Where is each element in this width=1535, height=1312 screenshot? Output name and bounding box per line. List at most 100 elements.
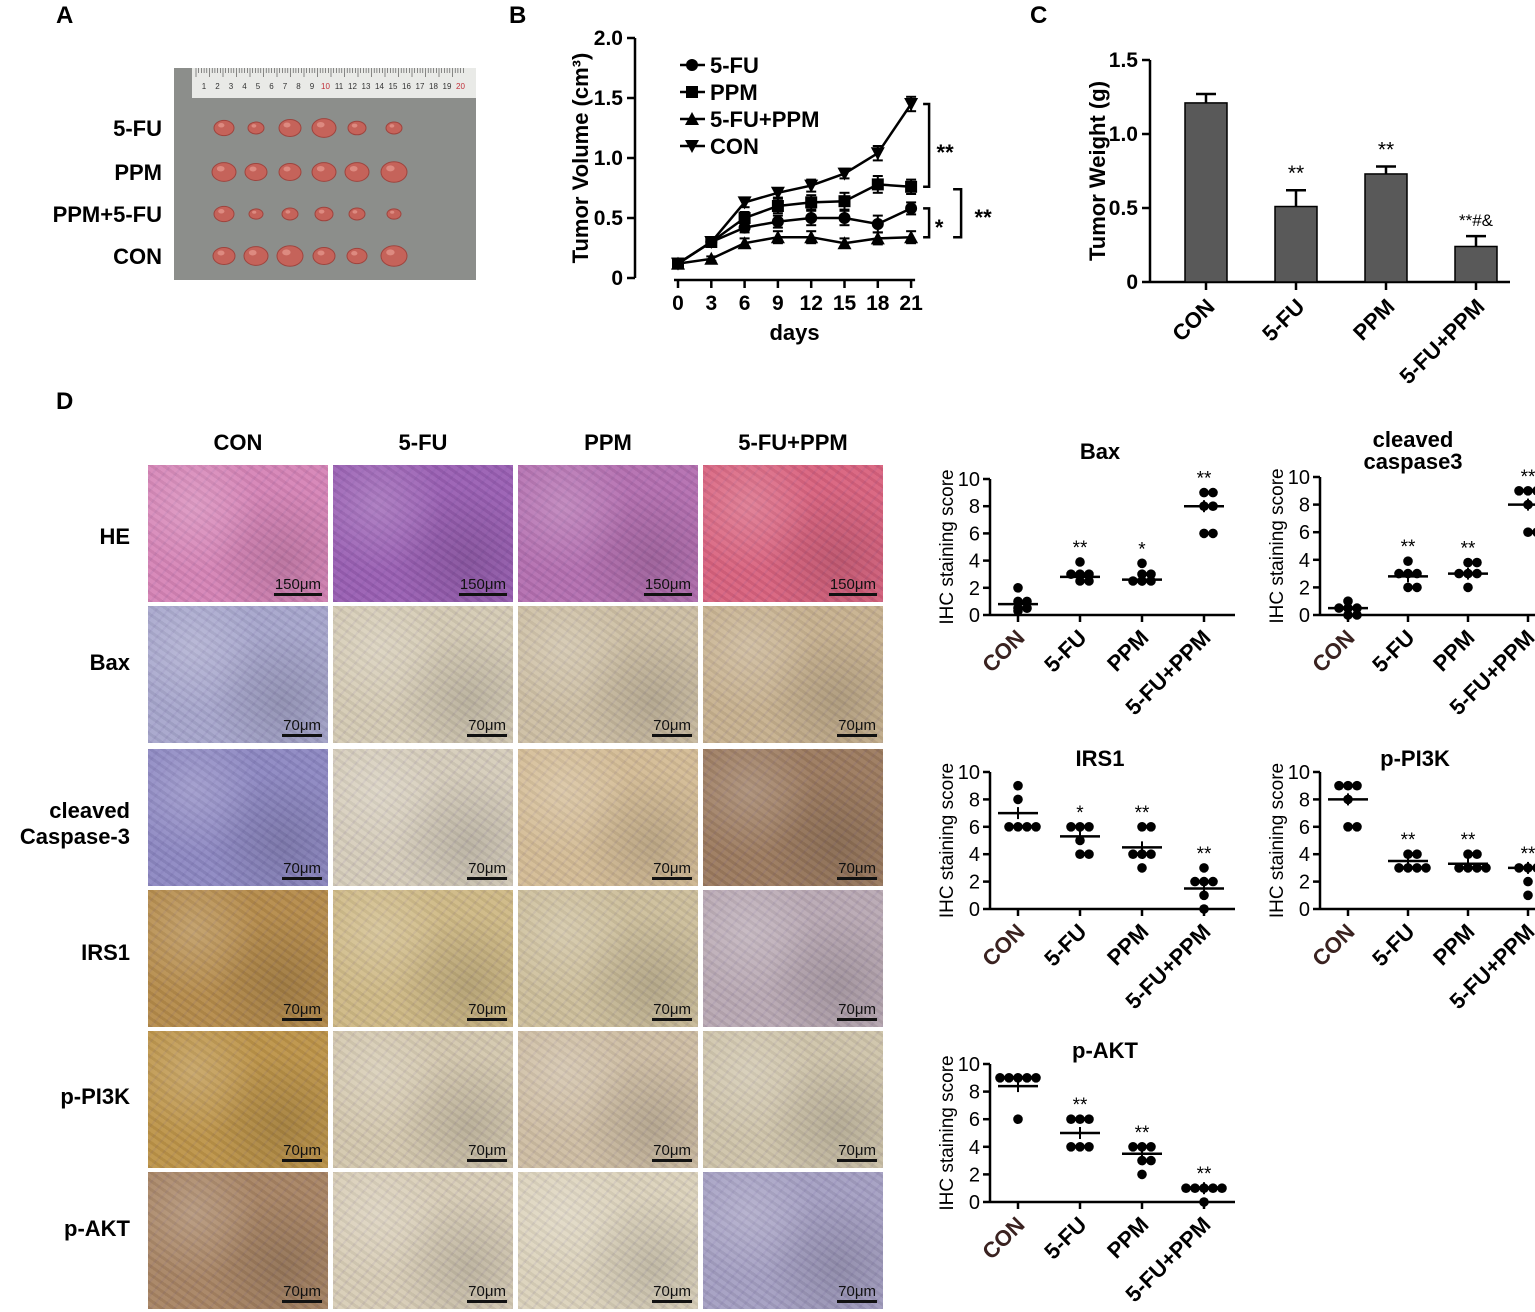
panel-a-row-label: CON	[113, 244, 162, 269]
y-tick-label: 10	[958, 1054, 980, 1076]
x-tick-label: 9	[772, 292, 784, 315]
data-point	[1514, 486, 1524, 496]
data-point	[1199, 876, 1209, 887]
tumor-highlight	[251, 124, 257, 128]
tumor-highlight	[316, 165, 325, 172]
significance-label: **	[1401, 537, 1416, 558]
tumor-specimen	[311, 118, 337, 138]
data-point	[1075, 1114, 1085, 1124]
tumor-specimen	[213, 119, 235, 137]
significance-label: **	[1401, 830, 1416, 851]
tumor-specimen	[278, 119, 302, 137]
tumor-specimen	[247, 121, 265, 135]
tumor-specimen	[213, 205, 235, 223]
chart-title: cleaved	[1373, 427, 1454, 452]
y-tick-label: 2	[1299, 872, 1310, 894]
ruler-number: 5	[256, 82, 261, 91]
data-point	[1084, 822, 1094, 832]
data-point	[1208, 876, 1218, 887]
legend-label: 5-FU	[710, 53, 759, 78]
x-tick-label: PPM	[1428, 625, 1479, 676]
tumor-specimen	[347, 120, 367, 136]
data-point	[1022, 822, 1032, 832]
ihc-row-label: IRS1	[81, 940, 130, 965]
significance-label: **	[1135, 1123, 1150, 1144]
tumor-specimen	[344, 162, 370, 182]
data-point	[1013, 1114, 1023, 1124]
x-tick-label: 5-FU	[1039, 1212, 1091, 1264]
data-point	[1394, 863, 1404, 873]
ihc-row-label-line-2: Caspase-3	[19, 824, 130, 850]
y-tick-label: 2	[969, 1164, 980, 1186]
significance-bracket	[923, 102, 931, 189]
y-axis-label: IHC staining score	[937, 469, 958, 624]
tumor-specimen	[212, 247, 236, 265]
ihc-tile: 70μm	[148, 1172, 328, 1309]
ihc-tile: 70μm	[148, 606, 328, 743]
data-point	[1128, 1142, 1138, 1152]
data-point	[1463, 582, 1473, 593]
ruler-number: 14	[375, 82, 384, 91]
data-point	[1343, 610, 1353, 620]
significance-label: **	[1461, 539, 1476, 560]
data-point	[1137, 1169, 1147, 1180]
series-line	[677, 235, 912, 265]
tumor-highlight	[216, 165, 225, 172]
tumor-highlight	[316, 121, 325, 128]
data-point	[1532, 486, 1535, 496]
ruler-number: 9	[310, 82, 315, 91]
scale-bar-label: 70μm	[467, 1002, 507, 1021]
ihc-row-label: HE	[99, 524, 130, 549]
x-tick-label: 12	[800, 292, 823, 315]
legend-marker	[686, 86, 698, 98]
data-point	[905, 202, 918, 215]
bar	[1184, 102, 1228, 283]
scale-bar-label: 70μm	[282, 861, 322, 880]
ihc-tile: 70μm	[518, 890, 698, 1027]
significance-label: *	[1076, 803, 1084, 824]
scale-bar-label: 70μm	[652, 861, 692, 880]
y-tick-label: 0	[1299, 605, 1310, 627]
ihc-tile: 70μm	[703, 1031, 883, 1168]
data-point	[1403, 863, 1413, 873]
data-point	[1137, 1155, 1147, 1166]
bar	[1274, 205, 1318, 283]
ruler-number: 20	[456, 82, 465, 91]
y-axis-label: Tumor Weight (g)	[1085, 81, 1110, 261]
data-point	[1334, 780, 1344, 791]
data-point	[1022, 1073, 1032, 1083]
data-point	[1066, 1142, 1076, 1152]
y-tick-label: 2.0	[594, 27, 623, 50]
legend-label: PPM	[710, 80, 758, 105]
ihc-tile: 70μm	[333, 1031, 513, 1168]
significance-label: **	[937, 140, 955, 165]
x-tick-label: 5-FU	[1367, 625, 1419, 677]
tumor-specimen	[380, 245, 408, 267]
x-tick-label: 5-FU+PPM	[1394, 294, 1489, 389]
data-point	[1146, 1155, 1156, 1166]
x-tick-label: PPM	[1102, 625, 1153, 676]
ihc-tile: 70μm	[333, 890, 513, 1027]
ihc-tile: 70μm	[518, 1031, 698, 1168]
data-point	[871, 218, 884, 230]
ihc-tile: 70μm	[148, 890, 328, 1027]
data-point	[1031, 822, 1041, 832]
chart-title: p-PI3K	[1380, 746, 1450, 771]
tumor-specimen	[248, 208, 264, 220]
data-point	[1403, 582, 1413, 593]
tumor-highlight	[283, 122, 291, 128]
data-point	[1352, 822, 1362, 832]
panel-a-row-label: PPM	[114, 160, 162, 185]
bar	[1364, 173, 1408, 283]
data-point	[904, 98, 919, 111]
ruler-number: 8	[296, 82, 301, 91]
scale-bar-label: 70μm	[467, 718, 507, 737]
data-point	[1352, 610, 1362, 620]
data-point	[837, 167, 852, 181]
y-tick-label: 8	[969, 1082, 980, 1104]
data-point	[805, 196, 818, 209]
significance-label: **	[975, 205, 993, 230]
